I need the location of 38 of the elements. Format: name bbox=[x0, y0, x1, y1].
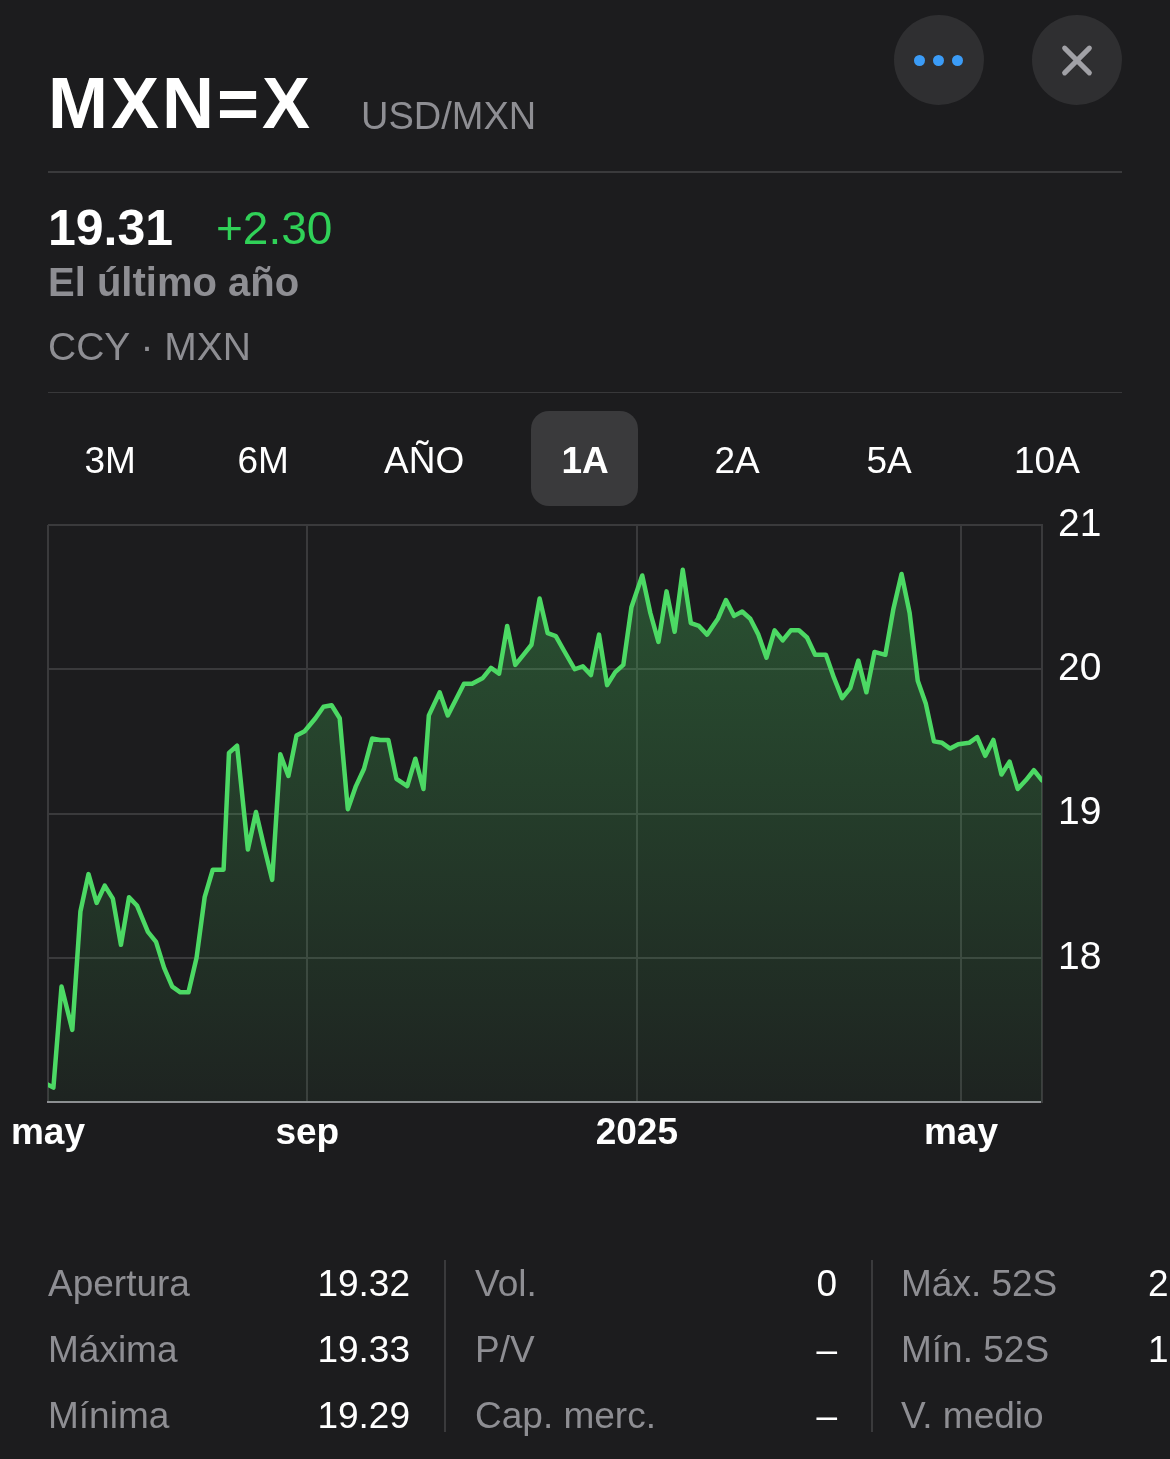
text: +2.30 bbox=[216, 201, 333, 254]
x-tick-label: 2025 bbox=[595, 1111, 678, 1153]
text: 19.31 bbox=[48, 199, 174, 256]
text: 10A bbox=[1014, 439, 1080, 481]
text: 6M bbox=[237, 439, 289, 481]
text: 19.29 bbox=[317, 1394, 410, 1436]
text: CCY · MXN bbox=[48, 324, 251, 368]
text: Mín. 52S bbox=[901, 1328, 1050, 1370]
text: AÑO bbox=[384, 439, 465, 481]
text: 19.32 bbox=[317, 1262, 410, 1304]
text: 19.33 bbox=[317, 1328, 410, 1370]
text: V. medio bbox=[901, 1394, 1044, 1436]
text: El último año bbox=[48, 260, 300, 304]
text: Máx. 52S bbox=[901, 1262, 1058, 1304]
text: 1 bbox=[1148, 1328, 1169, 1370]
text: – bbox=[816, 1394, 837, 1436]
text: P/V bbox=[475, 1328, 535, 1370]
y-tick-label: 20 bbox=[1058, 645, 1102, 688]
chart-title: MXN=X bbox=[48, 62, 314, 143]
text: 3M bbox=[84, 439, 136, 481]
chart-subtitle: USD/MXN bbox=[361, 94, 537, 137]
text: 1A bbox=[561, 439, 609, 481]
text: Apertura bbox=[48, 1262, 190, 1304]
text: 2A bbox=[714, 439, 760, 481]
x-tick-label: sep bbox=[275, 1111, 340, 1153]
x-tick-label: may bbox=[10, 1111, 86, 1153]
y-tick-label: 21 bbox=[1058, 500, 1102, 544]
text: 0 bbox=[816, 1262, 837, 1304]
text: 2 bbox=[1148, 1262, 1169, 1304]
text: Máxima bbox=[48, 1328, 178, 1370]
text: Vol. bbox=[475, 1262, 537, 1304]
text: 5A bbox=[866, 439, 912, 481]
y-tick-label: 19 bbox=[1058, 789, 1102, 833]
text: Mínima bbox=[48, 1394, 170, 1436]
text: Cap. merc. bbox=[475, 1394, 656, 1436]
x-tick-label: may bbox=[923, 1111, 999, 1153]
y-tick-label: 18 bbox=[1058, 933, 1102, 977]
text: – bbox=[816, 1328, 837, 1370]
